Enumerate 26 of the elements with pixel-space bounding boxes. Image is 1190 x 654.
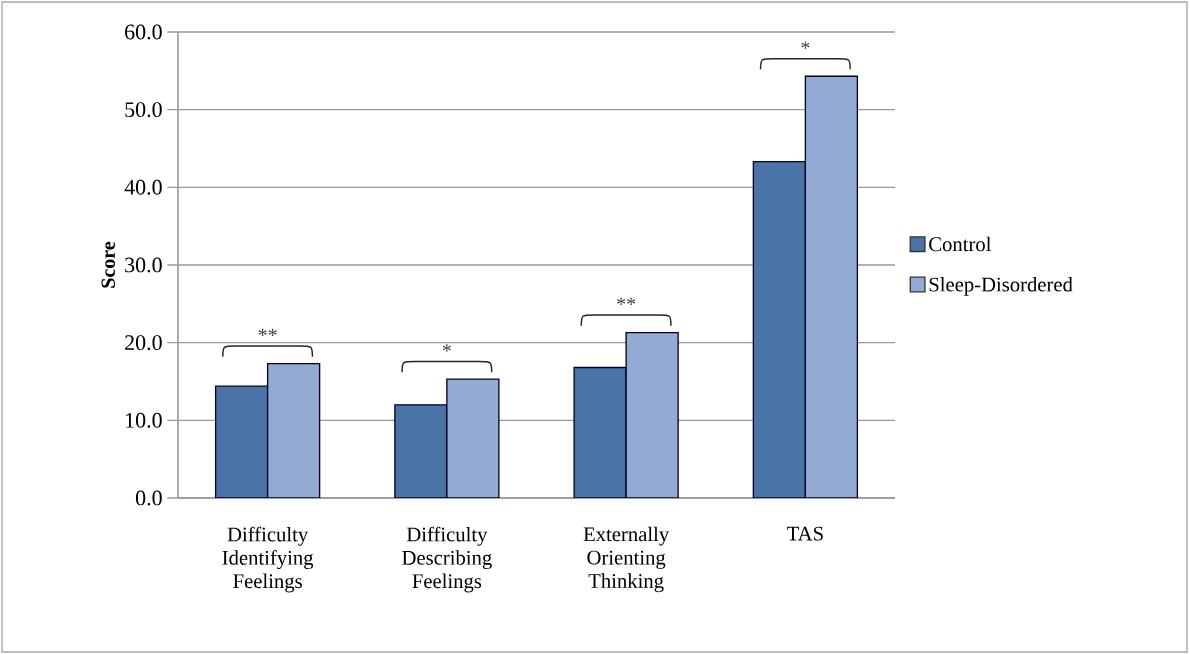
bar <box>266 362 321 498</box>
y-tick-label: 40.0 <box>124 179 162 195</box>
bar <box>394 404 448 498</box>
bar <box>804 75 859 498</box>
x-tick-label: Externally Orienting Thinking <box>583 526 670 593</box>
bar <box>573 366 627 498</box>
y-tick-label: 20.0 <box>125 335 162 351</box>
bar <box>446 378 500 498</box>
x-tick-label: TAS <box>787 526 823 541</box>
x-tick-label: Difficulty Identifying Feelings <box>222 526 314 593</box>
annotation: * <box>442 344 451 352</box>
bar <box>625 331 679 498</box>
legend-label: Sleep-Disordered <box>929 277 1073 296</box>
bar <box>214 385 269 498</box>
legend-label: Control <box>929 236 992 252</box>
annotation: * <box>801 41 810 49</box>
y-tick-label: 30.0 <box>125 257 162 273</box>
y-tick-label: 0.0 <box>135 490 162 506</box>
annotation: ** <box>617 297 636 306</box>
bar <box>752 161 807 498</box>
annotation: ** <box>258 328 277 337</box>
y-axis-title: Score <box>101 241 115 288</box>
y-tick-label: 10.0 <box>126 412 162 428</box>
x-tick-label: Difficulty Describing Feelings <box>402 526 492 593</box>
y-tick-label: 60.0 <box>125 24 162 40</box>
y-tick-label: 50.0 <box>125 102 162 118</box>
